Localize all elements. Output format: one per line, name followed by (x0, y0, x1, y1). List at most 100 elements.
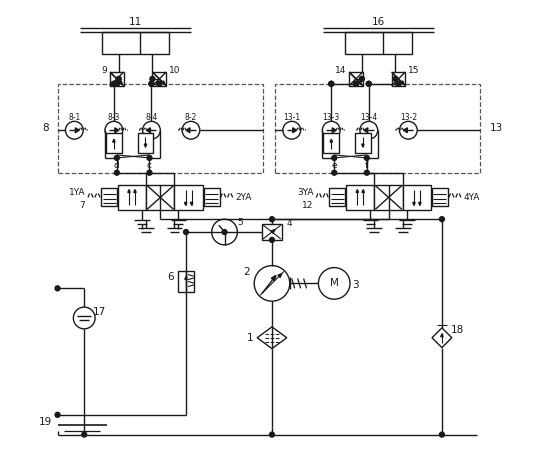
Text: 2YA: 2YA (236, 193, 252, 202)
Polygon shape (362, 190, 364, 192)
Bar (101, 189, 117, 206)
Polygon shape (134, 190, 136, 192)
Circle shape (331, 170, 337, 175)
Bar (146, 184, 175, 210)
Circle shape (55, 412, 60, 417)
Text: 1YA: 1YA (68, 188, 85, 197)
Circle shape (157, 81, 162, 86)
Bar (346, 184, 375, 210)
Text: 19: 19 (39, 417, 52, 427)
Text: 13-1: 13-1 (283, 113, 300, 122)
Polygon shape (362, 144, 364, 147)
Text: 8-2: 8-2 (185, 113, 197, 122)
Circle shape (184, 230, 189, 234)
Bar (102, 32, 169, 54)
Circle shape (82, 432, 87, 437)
Text: f: f (365, 161, 369, 170)
Circle shape (222, 230, 227, 234)
Text: 15: 15 (409, 66, 420, 76)
Polygon shape (184, 202, 187, 205)
Text: 13-2: 13-2 (400, 113, 417, 122)
Circle shape (364, 156, 369, 160)
Polygon shape (364, 128, 368, 133)
Circle shape (354, 81, 358, 86)
Text: c: c (147, 161, 152, 170)
Circle shape (319, 268, 350, 299)
Bar (204, 189, 219, 206)
Text: 16: 16 (372, 16, 385, 27)
Circle shape (367, 81, 371, 86)
Polygon shape (113, 139, 115, 142)
Text: 14: 14 (335, 66, 346, 76)
Text: 5: 5 (238, 218, 243, 226)
Circle shape (396, 81, 401, 86)
Polygon shape (161, 81, 165, 85)
Circle shape (360, 121, 378, 139)
Text: d: d (114, 161, 120, 170)
Bar (110, 72, 124, 86)
Polygon shape (330, 139, 333, 142)
Circle shape (329, 81, 334, 86)
Bar (349, 72, 363, 86)
Polygon shape (190, 202, 193, 205)
Bar (323, 133, 339, 153)
Circle shape (270, 237, 274, 242)
Circle shape (55, 286, 60, 291)
Polygon shape (432, 328, 452, 347)
Polygon shape (413, 202, 415, 205)
Circle shape (112, 81, 116, 86)
Bar (403, 184, 431, 210)
Circle shape (147, 156, 152, 160)
Bar (262, 224, 282, 240)
Bar (375, 184, 403, 210)
Bar (345, 32, 412, 54)
Circle shape (270, 217, 274, 222)
Bar (391, 72, 405, 86)
Circle shape (360, 77, 364, 81)
Text: 2: 2 (243, 267, 250, 276)
Circle shape (367, 81, 371, 86)
Text: 8-1: 8-1 (68, 113, 80, 122)
Polygon shape (128, 190, 130, 192)
Text: 12: 12 (302, 201, 314, 210)
Text: 8-4: 8-4 (145, 113, 157, 122)
Circle shape (149, 81, 154, 86)
Text: 3YA: 3YA (297, 188, 314, 197)
Circle shape (112, 81, 116, 86)
Bar (178, 270, 194, 292)
Text: 13-4: 13-4 (360, 113, 377, 122)
Circle shape (149, 81, 154, 86)
Polygon shape (119, 81, 123, 85)
Text: 6: 6 (167, 272, 174, 283)
Circle shape (396, 81, 401, 86)
Polygon shape (419, 202, 421, 205)
Circle shape (65, 121, 83, 139)
Bar (137, 133, 154, 153)
Text: 3: 3 (353, 280, 360, 290)
Circle shape (114, 170, 119, 175)
Polygon shape (441, 334, 443, 337)
Text: 4: 4 (287, 219, 293, 227)
Polygon shape (185, 276, 187, 279)
Circle shape (354, 81, 358, 86)
Circle shape (150, 77, 155, 81)
Circle shape (322, 121, 340, 139)
Circle shape (270, 432, 274, 437)
Text: 9: 9 (101, 66, 107, 76)
Polygon shape (403, 128, 407, 133)
Bar (355, 133, 371, 153)
Text: 13: 13 (489, 123, 502, 133)
Bar (432, 189, 448, 206)
Bar (153, 72, 166, 86)
Polygon shape (144, 144, 147, 147)
Circle shape (331, 156, 337, 160)
Circle shape (142, 121, 160, 139)
Circle shape (116, 77, 121, 81)
Text: 13-3: 13-3 (323, 113, 340, 122)
Polygon shape (271, 276, 276, 281)
Text: 7: 7 (79, 201, 85, 210)
Circle shape (254, 266, 290, 301)
Text: 17: 17 (92, 307, 106, 317)
Circle shape (114, 156, 119, 160)
Polygon shape (186, 128, 190, 133)
